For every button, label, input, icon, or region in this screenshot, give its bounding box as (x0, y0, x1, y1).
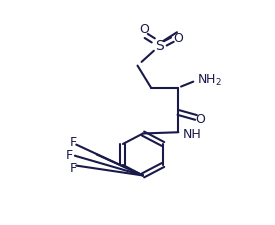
Text: NH: NH (182, 128, 201, 141)
Text: F: F (70, 136, 77, 149)
Text: F: F (66, 149, 73, 162)
Text: O: O (174, 32, 183, 45)
Text: S: S (155, 39, 164, 53)
Text: F: F (70, 162, 77, 175)
Text: O: O (195, 113, 205, 126)
Text: NH$_2$: NH$_2$ (197, 73, 222, 88)
Text: O: O (139, 23, 149, 36)
